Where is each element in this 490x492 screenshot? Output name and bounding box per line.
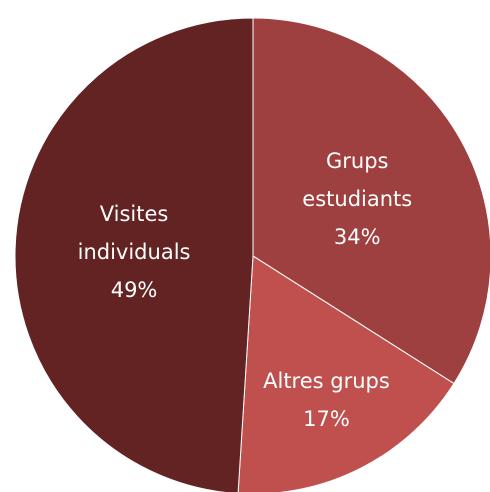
pie-slice [252,17,490,385]
pie-slice [237,255,455,492]
value-label: 17% [303,407,350,432]
slice-label: Grups estudiants 34% [282,142,432,256]
value-label: 34% [333,224,381,249]
slice-label: Altres grups 17% [241,362,411,438]
value-label: 49% [110,278,158,303]
pie-slice [14,17,254,492]
category-label: Visites individuals [77,202,191,265]
category-label: Grups estudiants [302,148,413,211]
category-label: Altres grups [263,369,390,394]
slice-label: Visites individuals 49% [59,195,209,309]
